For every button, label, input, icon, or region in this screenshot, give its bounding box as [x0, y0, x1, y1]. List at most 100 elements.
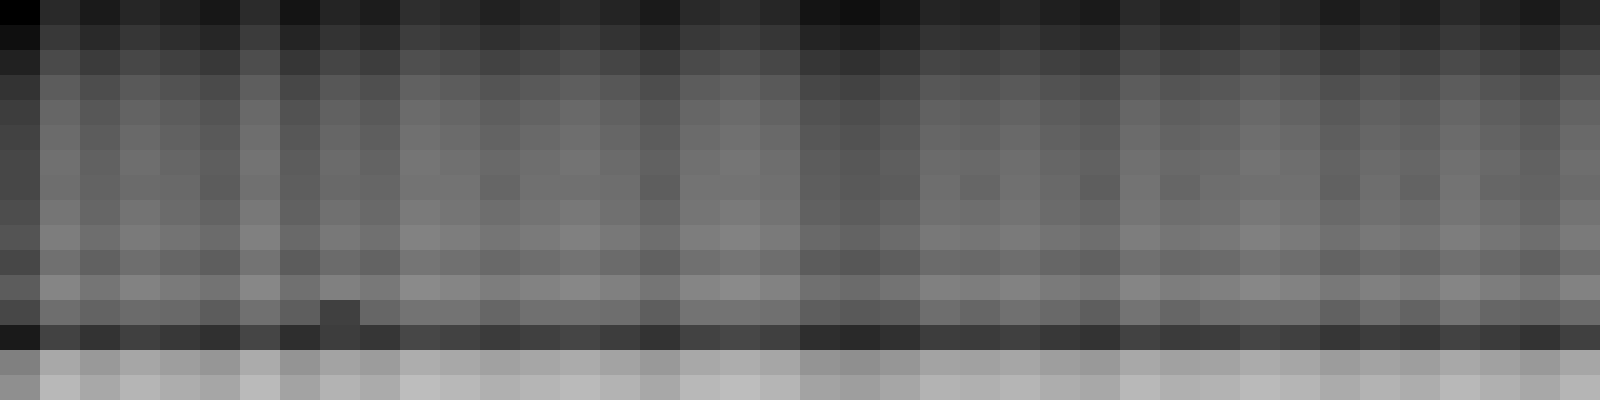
cell [1320, 0, 1360, 25]
cell [200, 125, 240, 150]
cell [160, 375, 200, 400]
cell [600, 225, 640, 250]
cell [360, 375, 400, 400]
cell [1040, 125, 1080, 150]
cell [600, 125, 640, 150]
cell [1280, 325, 1320, 350]
cell [160, 300, 200, 325]
cell [1080, 0, 1120, 25]
cell [960, 125, 1000, 150]
cell [0, 0, 40, 25]
cell [600, 325, 640, 350]
cell [1000, 50, 1040, 75]
cell [960, 0, 1000, 25]
cell [1000, 175, 1040, 200]
cell [1080, 100, 1120, 125]
cell [280, 175, 320, 200]
cell [1360, 300, 1400, 325]
cell [1560, 250, 1600, 275]
cell [480, 225, 520, 250]
cell [1200, 250, 1240, 275]
cell [240, 200, 280, 225]
cell [1400, 175, 1440, 200]
cell [1160, 300, 1200, 325]
cell [1520, 275, 1560, 300]
cell [760, 250, 800, 275]
cell [1440, 300, 1480, 325]
cell [480, 200, 520, 225]
cell [1200, 300, 1240, 325]
cell [80, 200, 120, 225]
cell [1040, 75, 1080, 100]
cell [1280, 100, 1320, 125]
cell [1120, 100, 1160, 125]
cell [720, 100, 760, 125]
cell [800, 325, 840, 350]
cell [0, 350, 40, 375]
cell [40, 100, 80, 125]
cell [1280, 250, 1320, 275]
cell [480, 25, 520, 50]
cell [0, 225, 40, 250]
cell [680, 375, 720, 400]
cell [1480, 125, 1520, 150]
cell [1560, 300, 1600, 325]
cell [1400, 350, 1440, 375]
cell [280, 200, 320, 225]
cell [440, 300, 480, 325]
cell [200, 100, 240, 125]
cell [280, 300, 320, 325]
cell [920, 100, 960, 125]
cell [1440, 0, 1480, 25]
cell [640, 325, 680, 350]
cell [600, 175, 640, 200]
cell [1120, 200, 1160, 225]
cell [1560, 200, 1600, 225]
cell [200, 150, 240, 175]
cell [1560, 375, 1600, 400]
cell [1000, 100, 1040, 125]
cell [120, 75, 160, 100]
cell [0, 275, 40, 300]
cell [120, 250, 160, 275]
cell [480, 275, 520, 300]
cell [320, 0, 360, 25]
cell [640, 100, 680, 125]
cell [40, 50, 80, 75]
cell [160, 100, 200, 125]
cell [1280, 375, 1320, 400]
cell [1520, 100, 1560, 125]
cell [1320, 250, 1360, 275]
cell [120, 0, 160, 25]
cell [1080, 175, 1120, 200]
cell [560, 275, 600, 300]
cell [480, 150, 520, 175]
cell [1200, 0, 1240, 25]
cell [560, 375, 600, 400]
cell [320, 250, 360, 275]
cell [320, 125, 360, 150]
cell [1160, 225, 1200, 250]
cell [1400, 125, 1440, 150]
cell [200, 200, 240, 225]
cell [720, 75, 760, 100]
cell [1320, 75, 1360, 100]
cell [680, 250, 720, 275]
cells [0, 0, 1600, 400]
cell [480, 175, 520, 200]
cell [1440, 250, 1480, 275]
cell [600, 100, 640, 125]
cell [840, 375, 880, 400]
cell [160, 175, 200, 200]
cell [440, 50, 480, 75]
cell [1000, 125, 1040, 150]
cell [1320, 325, 1360, 350]
cell [720, 175, 760, 200]
cell [1320, 175, 1360, 200]
cell [680, 100, 720, 125]
cell [1040, 0, 1080, 25]
cell [1280, 125, 1320, 150]
cell [1520, 175, 1560, 200]
cell [1000, 150, 1040, 175]
cell [800, 250, 840, 275]
